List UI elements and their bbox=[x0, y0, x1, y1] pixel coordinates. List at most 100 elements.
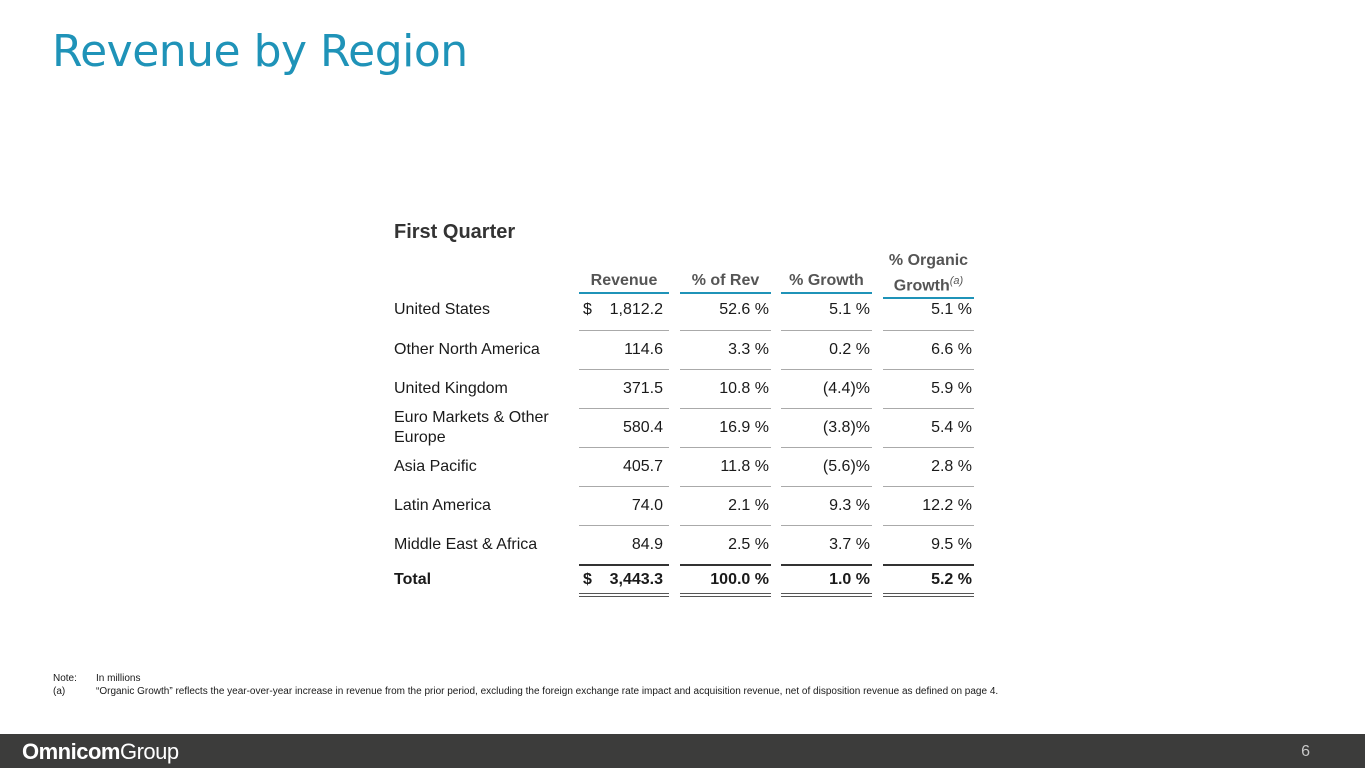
dollar-sign: $ bbox=[583, 301, 592, 318]
cell-value: 9.5 % bbox=[931, 536, 972, 553]
logo-light-text: Group bbox=[119, 739, 179, 764]
total-top-rule bbox=[781, 564, 872, 566]
row-divider bbox=[883, 447, 974, 448]
page-title: Revenue by Region bbox=[52, 26, 468, 77]
total-organic-cell: 5.2 % bbox=[883, 570, 974, 590]
total-pct-rev-cell: 100.0 % bbox=[680, 570, 771, 590]
revenue-cell: 371.5 bbox=[579, 379, 669, 399]
row-divider bbox=[579, 447, 669, 448]
row-divider bbox=[680, 447, 771, 448]
cell-value: 100.0 % bbox=[710, 571, 769, 588]
row-divider bbox=[781, 525, 872, 526]
cell-value: 2.1 % bbox=[728, 497, 769, 514]
revenue-cell: 84.9 bbox=[579, 535, 669, 555]
row-divider bbox=[579, 369, 669, 370]
cell-value: 5.4 % bbox=[931, 419, 972, 436]
cell-value: 405.7 bbox=[622, 458, 663, 475]
revenue-column-header: Revenue bbox=[579, 271, 669, 294]
row-divider bbox=[680, 486, 771, 487]
logo-bold-text: Omnicom bbox=[22, 739, 120, 764]
pct-growth-column-header: % Growth bbox=[781, 271, 872, 294]
row-label: United States bbox=[394, 301, 491, 318]
organic-cell: 6.6 % bbox=[883, 340, 974, 360]
note-key: Note: bbox=[53, 673, 77, 684]
row-label: Latin America bbox=[394, 497, 491, 514]
pct-rev-cell: 2.1 % bbox=[680, 496, 771, 516]
cell-value: 3.3 % bbox=[728, 341, 769, 358]
footnote-a-line: (a) “Organic Growth” reflects the year-ov… bbox=[53, 685, 998, 698]
row-divider bbox=[883, 330, 974, 331]
total-double-underline bbox=[680, 593, 771, 597]
row-divider bbox=[579, 408, 669, 409]
row-divider bbox=[883, 525, 974, 526]
cell-value: 16.9 % bbox=[719, 419, 769, 436]
cell-value: 5.9 % bbox=[931, 380, 972, 397]
row-label: Middle East & Africa bbox=[394, 536, 538, 553]
footnote-a-key: (a) bbox=[53, 686, 66, 697]
organic-cell: 5.1 % bbox=[883, 300, 974, 320]
cell-value: 5.1 % bbox=[931, 301, 972, 318]
cell-value: 0.2 % bbox=[829, 341, 870, 358]
row-divider bbox=[680, 330, 771, 331]
total-label: Total bbox=[394, 571, 432, 588]
pct-growth-cell: 5.1 % bbox=[781, 300, 872, 320]
cell-value: 3,443.3 bbox=[609, 571, 663, 588]
note-line: Note: In millions bbox=[53, 672, 998, 685]
cell-value: 74.0 bbox=[631, 497, 663, 514]
cell-value: 11.8 % bbox=[720, 458, 769, 475]
row-divider bbox=[781, 486, 872, 487]
cell-value: 10.8 % bbox=[719, 380, 769, 397]
pct-rev-cell: 10.8 % bbox=[680, 379, 771, 399]
row-label: Asia Pacific bbox=[394, 458, 477, 475]
organic-cell: 12.2 % bbox=[883, 496, 974, 516]
revenue-cell: $1,812.2 bbox=[579, 300, 669, 320]
cell-value: 1,812.2 bbox=[609, 301, 663, 318]
organic-cell: 5.9 % bbox=[883, 379, 974, 399]
cell-value: 52.6 % bbox=[719, 301, 769, 318]
cell-value: 2.5 % bbox=[728, 536, 769, 553]
row-divider bbox=[883, 408, 974, 409]
total-pct-growth-cell: 1.0 % bbox=[781, 570, 872, 590]
cell-value: 6.6 % bbox=[931, 341, 972, 358]
cell-value: 3.7 % bbox=[829, 536, 870, 553]
total-top-rule bbox=[579, 564, 669, 566]
pct-growth-cell: (5.6)% bbox=[781, 457, 872, 477]
dollar-sign: $ bbox=[583, 571, 592, 588]
organic-footnote-marker: (a) bbox=[949, 275, 964, 287]
footnote-a-text: “Organic Growth” reflects the year-over-… bbox=[96, 686, 999, 697]
total-double-underline bbox=[883, 593, 974, 597]
organic-header-line1: % Organic bbox=[888, 252, 969, 269]
row-divider bbox=[579, 486, 669, 487]
revenue-header-label: Revenue bbox=[590, 272, 658, 289]
total-revenue-cell: $3,443.3 bbox=[579, 570, 669, 590]
row-divider bbox=[781, 330, 872, 331]
footer-bar: OmnicomGroup 6 bbox=[0, 734, 1365, 768]
note-text: In millions bbox=[96, 673, 141, 684]
cell-value: 1.0 % bbox=[829, 571, 870, 588]
cell-value: 580.4 bbox=[622, 419, 663, 436]
pct-rev-cell: 16.9 % bbox=[680, 418, 771, 438]
row-label: Euro Markets & Other Europe bbox=[394, 409, 549, 446]
row-divider bbox=[680, 408, 771, 409]
pct-rev-header-label: % of Rev bbox=[691, 272, 760, 289]
cell-value: 84.9 bbox=[631, 536, 663, 553]
organic-cell: 9.5 % bbox=[883, 535, 974, 555]
revenue-cell: 114.6 bbox=[579, 340, 669, 360]
total-top-rule bbox=[883, 564, 974, 566]
pct-growth-cell: (3.8)% bbox=[781, 418, 872, 438]
row-divider bbox=[883, 369, 974, 370]
section-title: First Quarter bbox=[394, 221, 516, 243]
pct-rev-cell: 3.3 % bbox=[680, 340, 771, 360]
cell-value: 5.1 % bbox=[829, 301, 870, 318]
pct-rev-cell: 2.5 % bbox=[680, 535, 771, 555]
row-divider bbox=[781, 408, 872, 409]
total-double-underline bbox=[781, 593, 872, 597]
cell-value: 2.8 % bbox=[931, 458, 972, 475]
cell-value: (4.4)% bbox=[822, 380, 870, 397]
pct-rev-cell: 11.8 % bbox=[680, 457, 771, 477]
cell-value: 9.3 % bbox=[829, 497, 870, 514]
organic-cell: 5.4 % bbox=[883, 418, 974, 438]
page-number: 6 bbox=[1301, 743, 1310, 760]
cell-value: 5.2 % bbox=[931, 571, 972, 588]
omnicom-group-logo: OmnicomGroup bbox=[22, 739, 179, 765]
